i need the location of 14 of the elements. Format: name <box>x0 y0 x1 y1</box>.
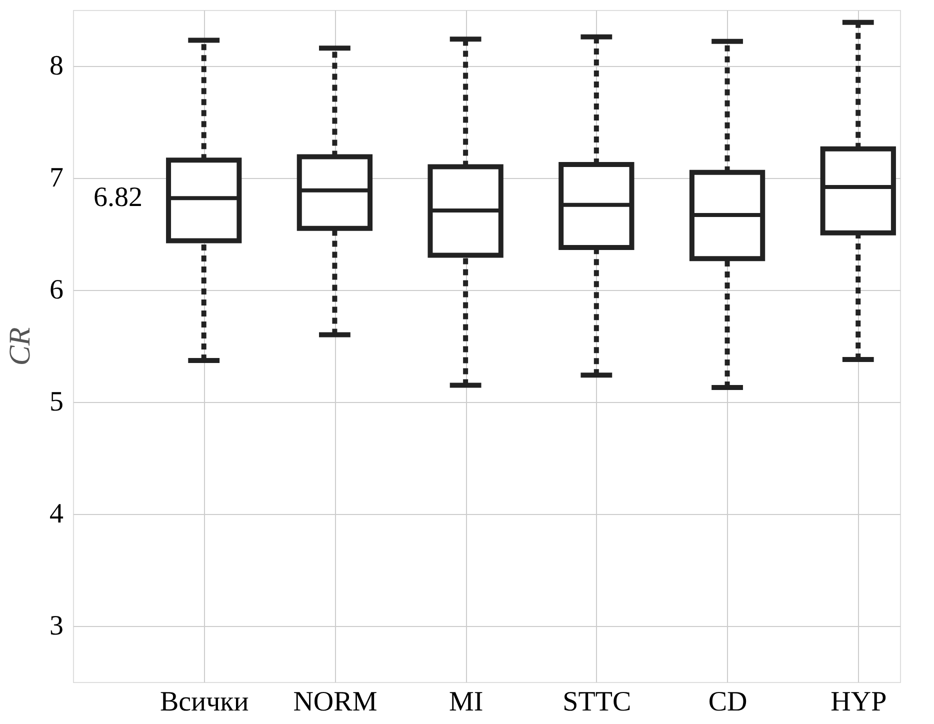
y-tick-label: 6 <box>50 274 64 306</box>
y-tick-label: 5 <box>50 386 64 418</box>
x-tick-label: NORM <box>293 686 378 718</box>
x-tick-label: HYP <box>830 686 887 718</box>
y-tick-label: 7 <box>50 162 64 194</box>
x-tick-label: MI <box>448 686 484 718</box>
y-axis-title: CR <box>4 327 36 366</box>
y-tick-label: 3 <box>50 610 64 642</box>
y-tick-label: 4 <box>50 498 64 530</box>
x-tick-label: CD <box>708 686 748 718</box>
x-tick-label: STTC <box>562 686 632 718</box>
x-tick-label: Всички <box>160 686 249 718</box>
y-tick-label: 8 <box>50 50 64 82</box>
annotation: 6.82 <box>94 182 142 213</box>
